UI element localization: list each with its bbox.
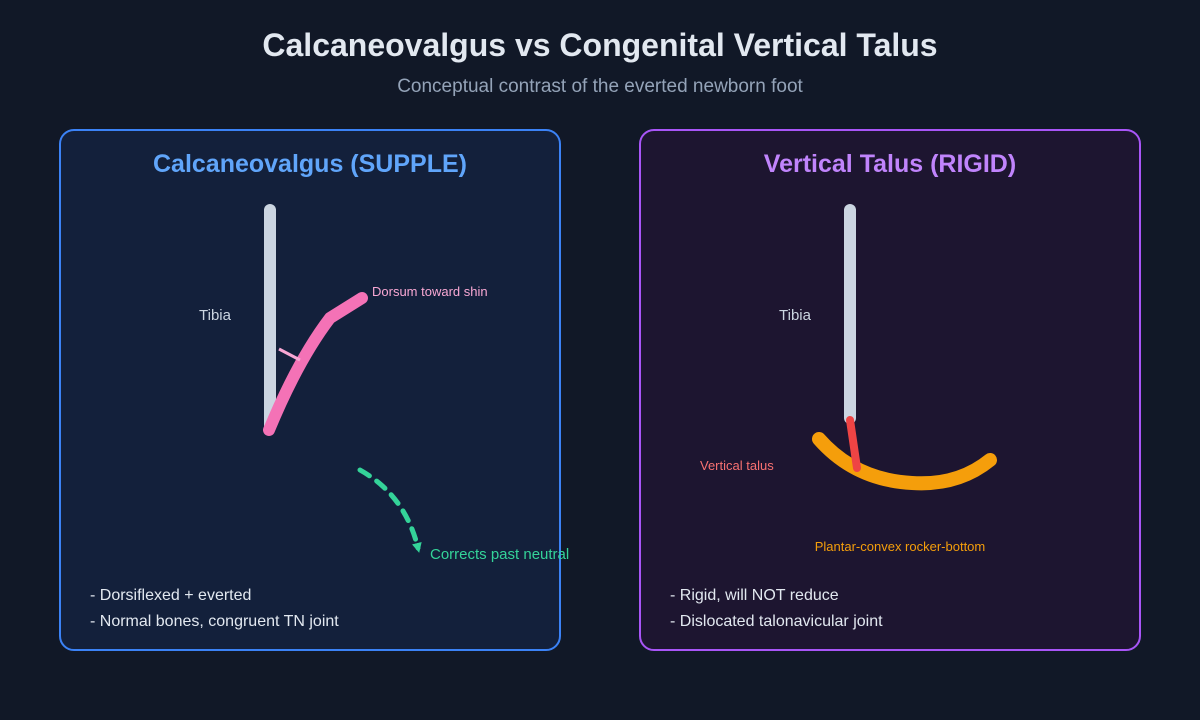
- page-title: Calcaneovalgus vs Congenital Vertical Ta…: [262, 27, 937, 63]
- vertical-talus-panel-title: Vertical Talus (RIGID): [764, 150, 1016, 178]
- vertical-talus-label: Vertical talus: [700, 458, 774, 473]
- correction-arrow: [357, 467, 422, 553]
- dorsum-label: Dorsum toward shin: [372, 284, 488, 299]
- rocker-bottom-foot: [812, 432, 997, 491]
- calcaneovalgus-panel: Calcaneovalgus (SUPPLE) Tibia Dorsum tow…: [59, 129, 569, 651]
- rocker-bottom-label: Plantar-convex rocker-bottom: [815, 539, 986, 554]
- tibia-label: Tibia: [779, 307, 812, 324]
- note-normal-bones: - Normal bones, congruent TN joint: [90, 613, 339, 630]
- vertical-talus-panel-frame: [639, 129, 1141, 651]
- note-dorsiflexed: - Dorsiflexed + everted: [90, 587, 251, 604]
- calcaneovalgus-panel-frame: [59, 129, 561, 651]
- correction-label: Corrects past neutral: [430, 546, 569, 563]
- note-dislocated: - Dislocated talonavicular joint: [670, 613, 883, 630]
- dorsiflexed-foot: [263, 292, 368, 436]
- vertical-talus-bone: [846, 416, 861, 472]
- vertical-talus-panel: Vertical Talus (RIGID) Tibia Vertical ta…: [639, 129, 1141, 651]
- note-rigid: - Rigid, will NOT reduce: [670, 587, 839, 604]
- calcaneovalgus-panel-title: Calcaneovalgus (SUPPLE): [153, 150, 467, 178]
- angle-tick-mark: [278, 347, 301, 362]
- tibia-label: Tibia: [199, 307, 232, 324]
- page-subtitle: Conceptual contrast of the everted newbo…: [397, 76, 803, 97]
